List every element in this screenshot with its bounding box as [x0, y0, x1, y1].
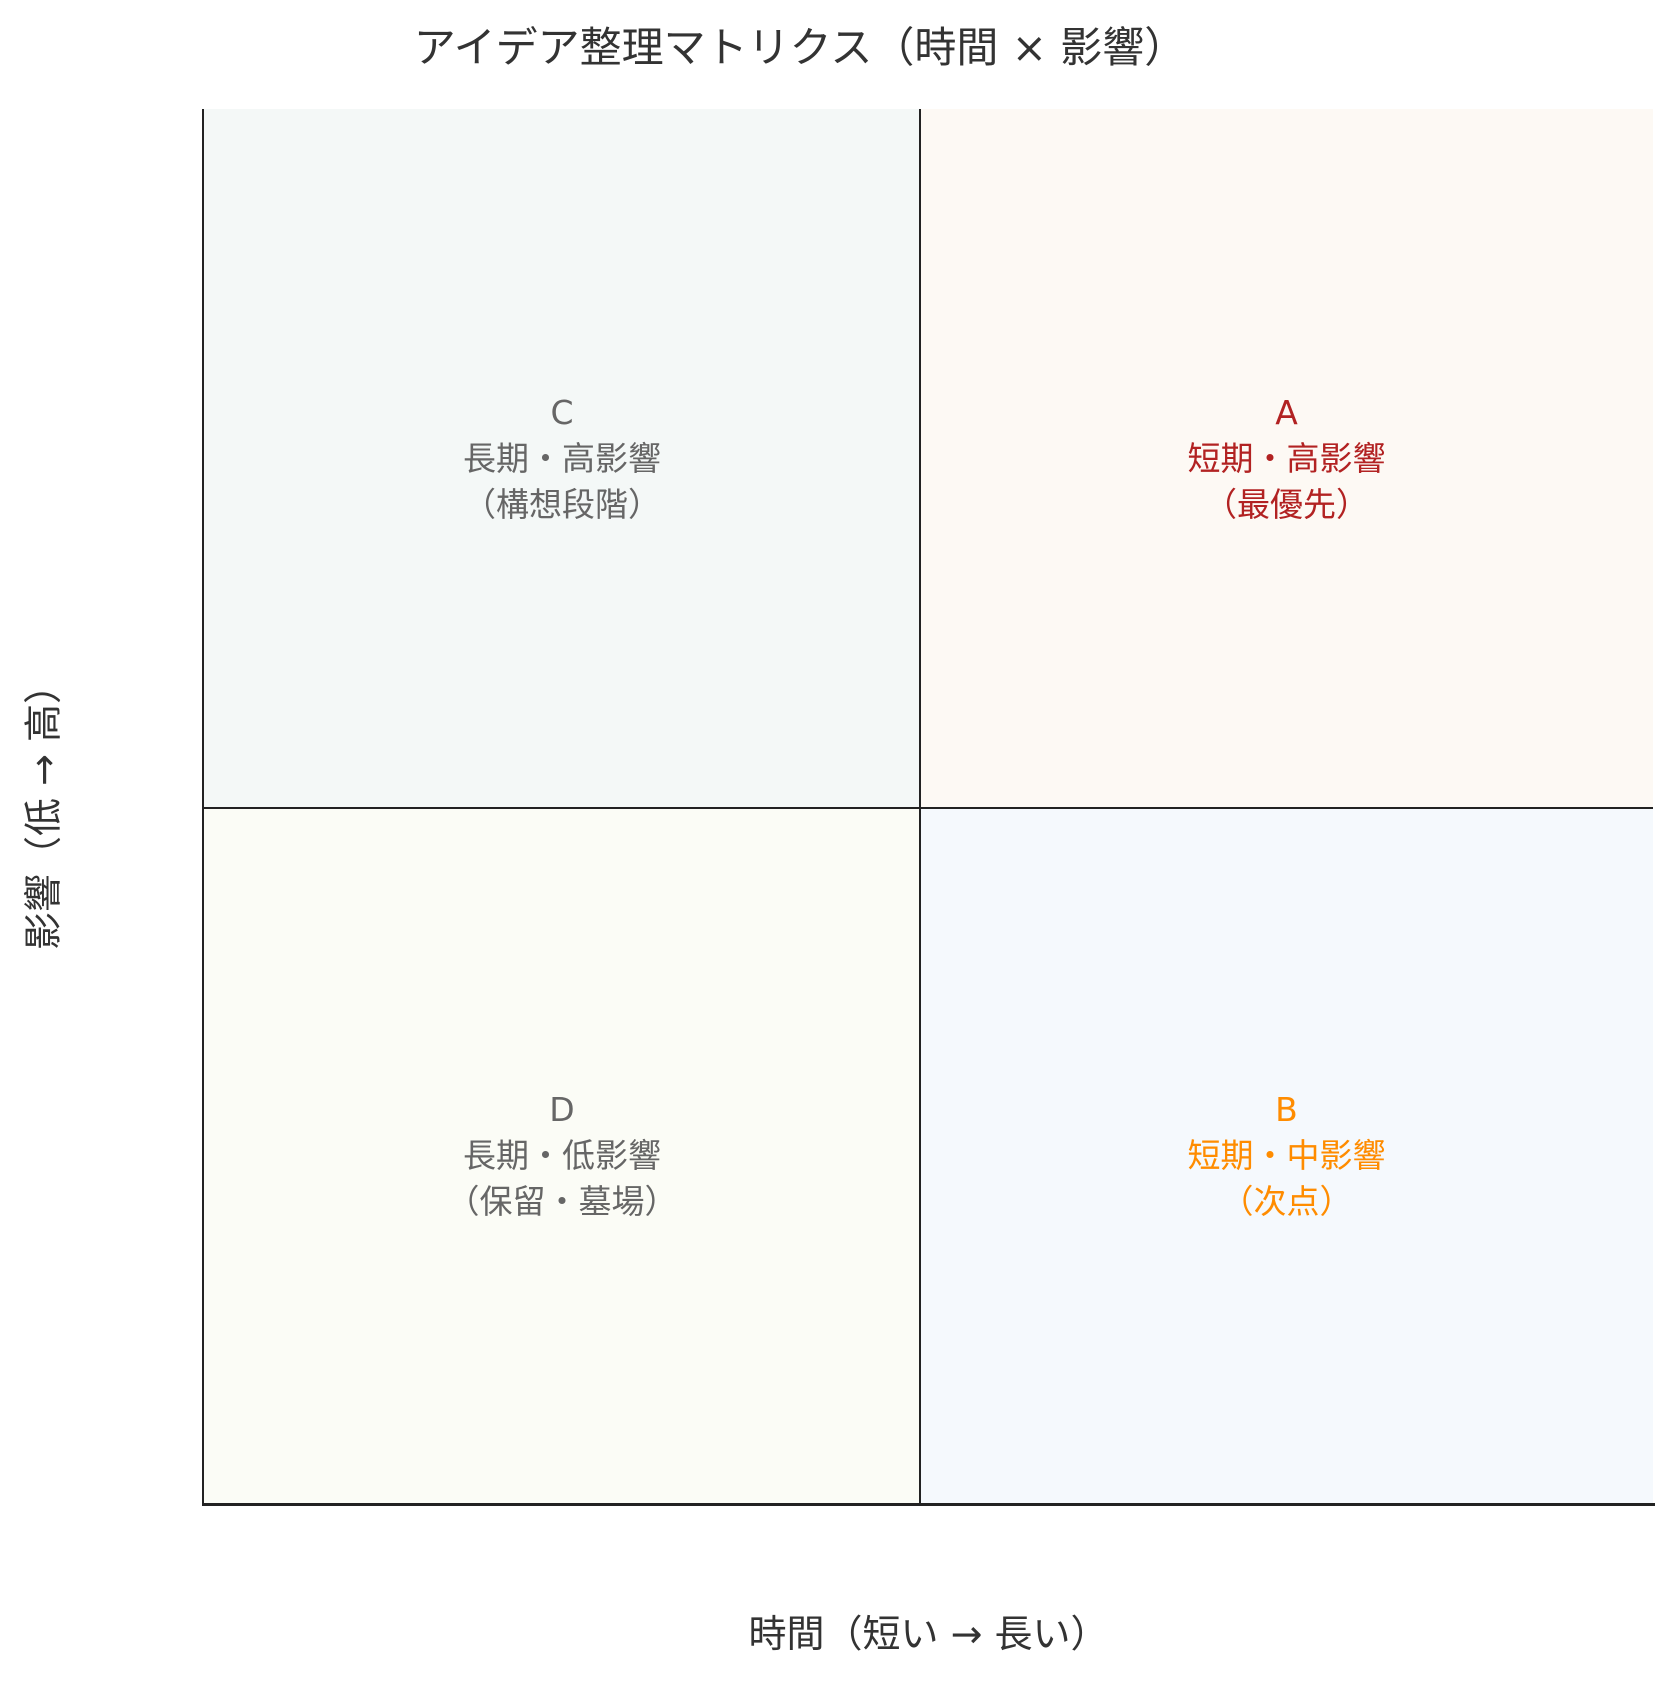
x-axis-line: [202, 1503, 1655, 1506]
horizontal-divider-left: [204, 807, 920, 809]
quadrant-a: A 短期・高影響 （最優先）: [920, 109, 1653, 808]
quadrant-label: 短期・中影響: [1187, 1136, 1386, 1175]
quadrant-note: （最優先）: [1204, 484, 1369, 524]
quadrant-note: （次点）: [1220, 1182, 1353, 1221]
quadrant-label: 長期・低影響: [463, 1136, 661, 1175]
quadrant-letter: D: [549, 1090, 575, 1129]
quadrant-b: B 短期・中影響 （次点）: [920, 808, 1653, 1504]
quadrant-letter: B: [1275, 1090, 1298, 1129]
diagram-title: アイデア整理マトリクス（時間 × 影響）: [413, 23, 1187, 72]
vertical-divider: [919, 109, 921, 1504]
horizontal-divider: [920, 807, 1653, 809]
quadrant-letter: A: [1275, 392, 1298, 432]
y-axis-line: [202, 109, 204, 1506]
quadrant-note: （保留・墓場）: [446, 1182, 678, 1221]
x-axis-label: 時間（短い → 長い）: [748, 1612, 1109, 1656]
quadrant-label: 長期・高影響: [463, 438, 661, 478]
quadrant-label: 短期・高影響: [1187, 438, 1386, 478]
quadrant-d: D 長期・低影響 （保留・墓場）: [204, 808, 920, 1504]
y-axis-label: 影響（低 → 高）: [21, 666, 66, 950]
quadrant-note: （構想段階）: [463, 484, 661, 524]
matrix-plot: C 長期・高影響 （構想段階） A 短期・高影響 （最優先） D 長期・低影響 …: [202, 109, 1655, 1506]
quadrant-c: C 長期・高影響 （構想段階）: [204, 109, 920, 808]
quadrant-letter: C: [550, 392, 574, 432]
